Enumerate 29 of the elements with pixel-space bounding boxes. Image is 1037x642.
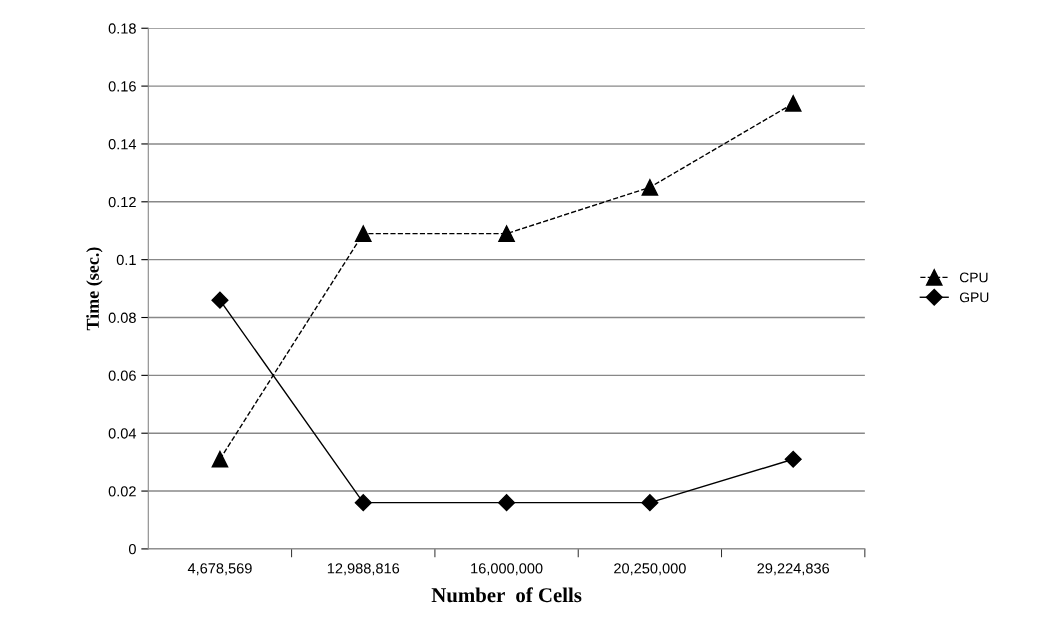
point [784, 450, 802, 468]
x-tick-label: 29,224,836 [757, 563, 830, 576]
y-tick-label: 0.14 [108, 139, 137, 150]
y-tick-label: 0.1 [116, 254, 136, 266]
y-tick-label: 0 [128, 544, 136, 555]
x-tick-label: 12,988,816 [327, 563, 400, 576]
y-tick-label: 0.12 [108, 196, 136, 208]
x-axis-title: Number of Cells [431, 587, 582, 603]
x-tick-label: 20,250,000 [614, 563, 686, 576]
y-tick-label: 0.18 [108, 23, 136, 34]
y-tick-label: 0.08 [108, 312, 136, 323]
point [354, 494, 372, 512]
y-tick-label: 0.06 [108, 370, 136, 381]
x-tick-label: 16,000,000 [471, 563, 543, 576]
point [641, 179, 659, 196]
point [641, 494, 659, 512]
point [498, 494, 516, 512]
y-tick-label: 0.04 [108, 428, 137, 439]
point [498, 225, 515, 242]
legend-label: CPU [959, 272, 988, 283]
point [354, 225, 372, 242]
legend-label: GPU [959, 292, 989, 303]
y-tick-label: 0.02 [108, 486, 136, 497]
y-tick-label: 0.16 [108, 81, 136, 92]
y-axis-title: Time (sec.) [86, 247, 103, 331]
point [211, 450, 229, 468]
x-tick-label: 4,678,569 [187, 563, 252, 576]
point [784, 95, 802, 112]
point [211, 291, 229, 309]
